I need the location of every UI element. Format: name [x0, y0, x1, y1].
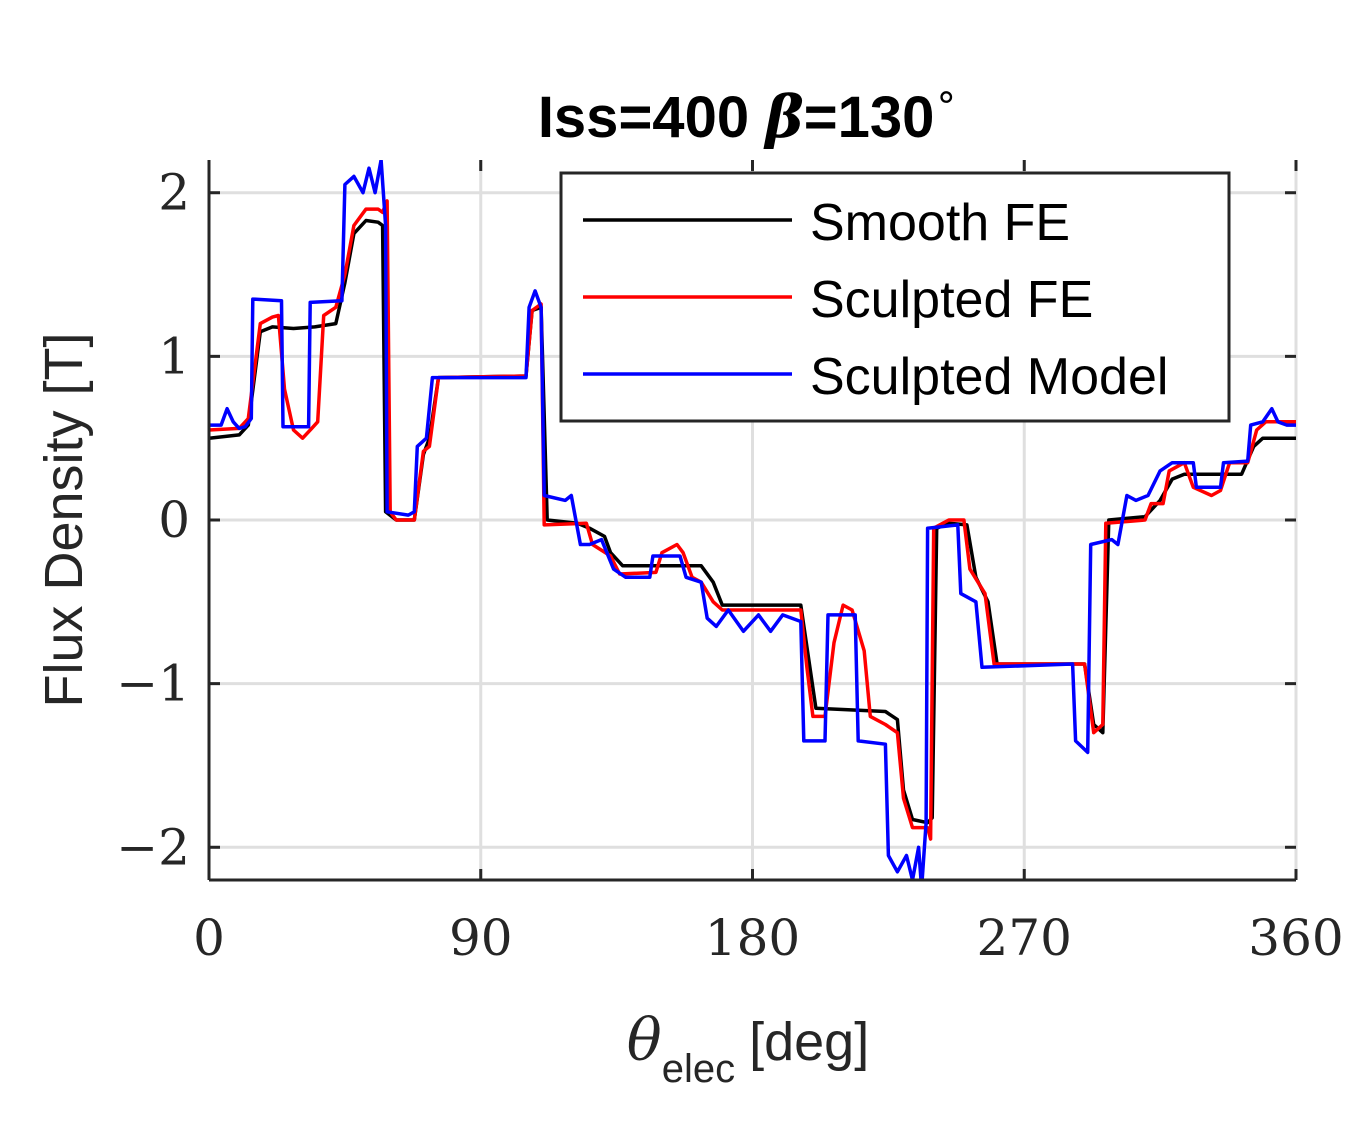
y-tick-label-1: 1	[158, 327, 190, 385]
chart-title-suffix: =130	[804, 85, 935, 150]
x-tick-label-0: 0	[193, 909, 225, 967]
axes	[207, 160, 1298, 882]
chart-title-degree: ∘	[934, 76, 958, 118]
legend-entry-sculpted-model: Sculpted Model	[583, 348, 1168, 406]
y-axis-label: Flux Density [T]	[34, 332, 94, 707]
x-axis-label-unit: [deg]	[749, 1012, 869, 1072]
x-tick-label-2: 180	[705, 909, 800, 967]
chart-title-beta: β	[763, 83, 804, 151]
series-line-sculpted-fe	[209, 199, 1296, 841]
legend-entry-smooth-fe: Smooth FE	[583, 194, 1070, 252]
x-tick-label-4: 360	[1248, 909, 1343, 967]
series-line-sculpted-model	[209, 160, 1296, 880]
legend-label-smooth-fe: Smooth FE	[810, 194, 1070, 252]
chart-title: Iss=400 β=130∘	[538, 76, 958, 151]
x-tick-label-3: 270	[977, 909, 1072, 967]
legend-label-sculpted-model: Sculpted Model	[810, 348, 1168, 406]
chart-title-prefix: Iss=400	[538, 85, 765, 150]
x-axis-label-subscript: elec	[662, 1047, 735, 1091]
legend-entry-sculpted-fe: Sculpted FE	[583, 271, 1093, 329]
y-tick-label-2: 0	[158, 491, 190, 549]
x-tick-label-1: 90	[449, 909, 513, 967]
y-tick-label-3: −1	[116, 655, 190, 713]
series-lines	[209, 160, 1296, 880]
x-axis-label: θelec [deg]	[627, 1006, 869, 1091]
legend: Smooth FE Sculpted FE Sculpted Model	[559, 171, 1231, 423]
y-tick-labels: 2 1 0 −1 −2	[116, 164, 190, 877]
y-tick-label-0: 2	[158, 164, 190, 222]
legend-label-sculpted-fe: Sculpted FE	[810, 271, 1093, 329]
y-tick-label-4: −2	[116, 818, 190, 876]
x-tick-labels: 0 90 180 270 360	[193, 909, 1344, 967]
x-axis-label-theta: θ	[627, 1006, 662, 1074]
